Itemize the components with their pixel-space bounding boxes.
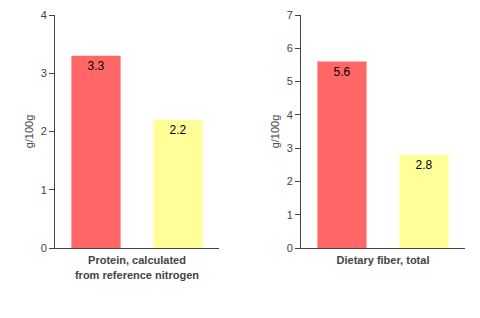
svg-text:g/100g: g/100g: [23, 115, 35, 149]
svg-text:Protein, calculatedfrom refere: Protein, calculatedfrom reference nitrog…: [75, 254, 199, 280]
svg-text:6: 6: [287, 42, 293, 54]
svg-text:7: 7: [287, 9, 293, 21]
svg-text:0: 0: [41, 242, 47, 254]
svg-text:4: 4: [41, 9, 47, 21]
svg-text:2.8: 2.8: [415, 158, 432, 172]
svg-text:g/100g: g/100g: [269, 115, 281, 149]
svg-text:1: 1: [41, 184, 47, 196]
svg-text:4: 4: [287, 109, 293, 121]
svg-text:3: 3: [287, 142, 293, 154]
svg-text:1: 1: [287, 209, 293, 221]
svg-text:5.6: 5.6: [333, 65, 350, 79]
svg-text:0: 0: [287, 242, 293, 254]
svg-text:3.3: 3.3: [87, 59, 104, 73]
svg-text:3: 3: [41, 67, 47, 79]
svg-text:2: 2: [287, 175, 293, 187]
svg-text:5: 5: [287, 75, 293, 87]
svg-text:2.2: 2.2: [169, 123, 186, 137]
svg-text:2: 2: [41, 125, 47, 137]
svg-text:Dietary fiber, total: Dietary fiber, total: [337, 254, 430, 266]
